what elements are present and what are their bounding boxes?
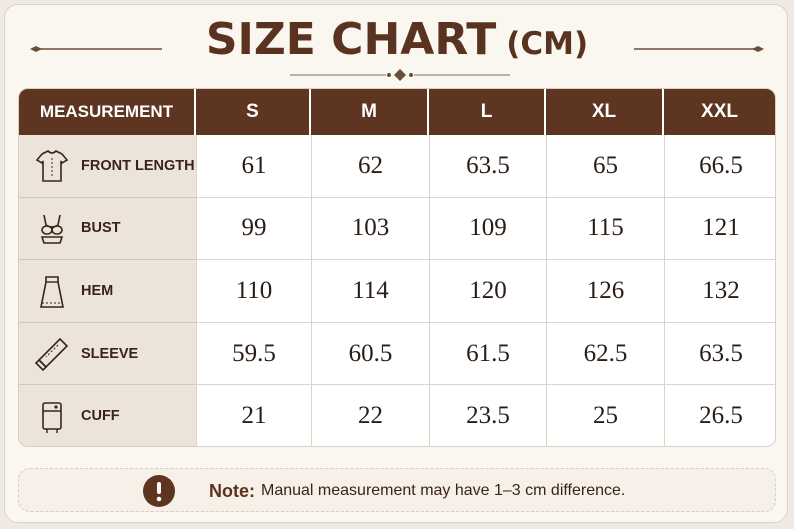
note-text: Note: Manual measurement may have 1–3 cm … — [209, 469, 625, 513]
size-value: 121 — [664, 197, 775, 261]
size-table: MEASUREMENT S M L XL XXL FRONT LENGTH 61 62 63.5 6… — [18, 88, 776, 447]
size-value: 25 — [546, 385, 664, 446]
size-value: 59.5 — [196, 322, 311, 386]
size-value: 62 — [311, 135, 429, 198]
size-value: 62.5 — [546, 322, 664, 386]
title-unit: (CM) — [506, 26, 589, 62]
size-value: 63.5 — [429, 135, 546, 198]
size-value: 60.5 — [311, 322, 429, 386]
row-label: FRONT LENGTH — [19, 135, 196, 198]
row-icon — [34, 337, 69, 372]
size-value: 103 — [311, 197, 429, 261]
row-icon — [40, 214, 64, 244]
size-value: 99 — [196, 197, 311, 261]
note-box: Note: Manual measurement may have 1–3 cm … — [18, 468, 776, 512]
row-label: BUST — [19, 197, 196, 261]
size-value: 23.5 — [429, 385, 546, 446]
size-value: 66.5 — [664, 135, 775, 198]
column-header: L — [429, 89, 546, 135]
column-header: XXL — [664, 89, 775, 135]
size-value: 110 — [196, 260, 311, 323]
size-value: 63.5 — [664, 322, 775, 386]
size-value: 21 — [196, 385, 311, 446]
note-label: Note: — [209, 480, 255, 501]
size-value: 132 — [664, 260, 775, 323]
column-header: XL — [546, 89, 664, 135]
row-label: HEM — [19, 260, 196, 323]
row-label: CUFF — [19, 385, 196, 446]
column-header: S — [196, 89, 311, 135]
title: SIZE CHART (CM) — [0, 14, 794, 65]
title-rule-left — [30, 46, 162, 52]
title-ornament — [290, 69, 510, 81]
size-value: 115 — [546, 197, 664, 261]
size-value: 109 — [429, 197, 546, 261]
size-value: 114 — [311, 260, 429, 323]
size-value: 61.5 — [429, 322, 546, 386]
row-icon — [42, 401, 62, 433]
size-value: 120 — [429, 260, 546, 323]
size-value: 26.5 — [664, 385, 775, 446]
size-value: 61 — [196, 135, 311, 198]
row-icon — [35, 150, 69, 183]
title-text: SIZE CHART — [205, 14, 497, 65]
size-value: 65 — [546, 135, 664, 198]
size-value: 22 — [311, 385, 429, 446]
column-header: MEASUREMENT — [19, 89, 196, 135]
note-body: Manual measurement may have 1–3 cm diffe… — [261, 482, 626, 499]
title-rule-right — [634, 46, 764, 52]
row-icon — [40, 275, 64, 308]
column-header: M — [311, 89, 429, 135]
size-value: 126 — [546, 260, 664, 323]
note-icon — [143, 475, 175, 507]
